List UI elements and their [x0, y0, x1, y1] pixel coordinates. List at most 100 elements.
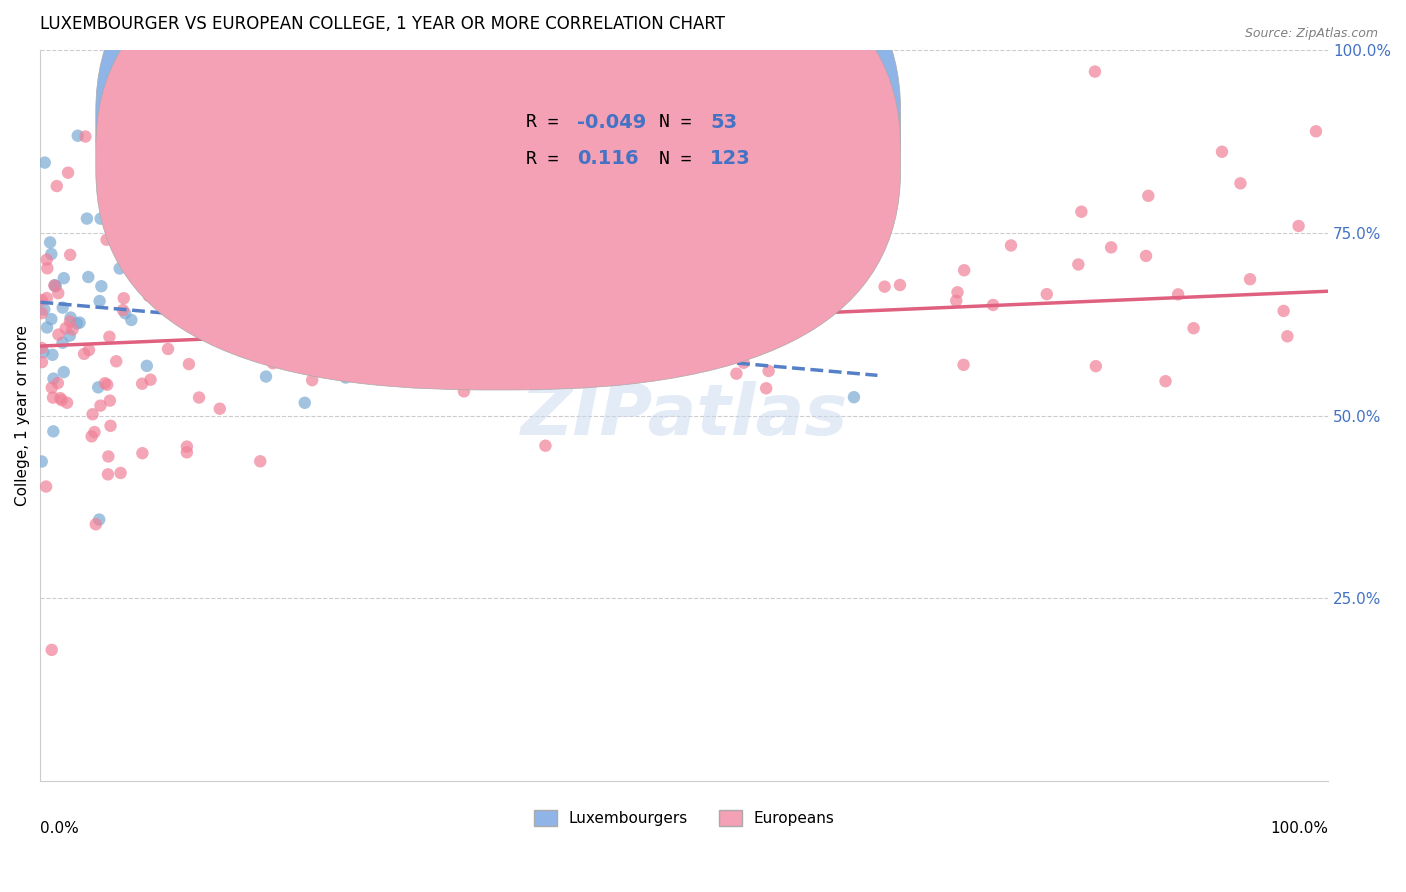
Point: [489, 254, 512, 268]
Point: [31, 355, 53, 369]
Point: [52, 335, 75, 350]
Point: [46, 286, 69, 301]
Point: [946, 285, 969, 300]
Point: [150, 217, 173, 231]
Point: [249, 454, 271, 468]
Point: [73, 347, 96, 361]
Point: [41, 247, 63, 261]
Text: 0.116: 0.116: [578, 149, 638, 169]
Text: N =: N =: [658, 150, 692, 168]
Point: [51, 393, 73, 408]
Point: [98, 393, 121, 408]
Point: [84, 517, 107, 532]
Point: [42, 425, 65, 439]
Point: [145, 159, 167, 173]
Point: [87, 380, 110, 394]
Point: [97, 450, 120, 464]
Point: [104, 199, 127, 213]
Point: [224, 173, 246, 187]
Text: 100.0%: 100.0%: [1270, 821, 1329, 836]
Point: [221, 161, 243, 176]
Point: [725, 367, 748, 381]
Point: [1239, 272, 1261, 286]
Point: [41, 348, 63, 362]
Point: [114, 306, 136, 320]
Point: [1084, 359, 1107, 373]
Point: [42, 371, 65, 385]
Text: 0.0%: 0.0%: [41, 821, 79, 836]
Point: [48, 327, 70, 342]
Point: [553, 314, 575, 328]
Point: [83, 425, 105, 439]
Point: [728, 223, 751, 237]
Point: [755, 381, 778, 395]
Point: [792, 179, 814, 194]
Point: [744, 288, 766, 302]
Point: [945, 293, 967, 308]
Point: [80, 429, 103, 443]
Point: [301, 373, 323, 387]
Point: [873, 279, 896, 293]
Point: [1000, 238, 1022, 252]
Point: [335, 370, 357, 384]
Point: [1288, 219, 1310, 233]
Point: [1035, 287, 1057, 301]
Point: [41, 312, 63, 326]
Point: [111, 303, 134, 318]
Point: [69, 316, 91, 330]
Point: [236, 320, 259, 334]
Legend: Luxembourgers, Europeans: Luxembourgers, Europeans: [527, 804, 841, 832]
Point: [32, 302, 55, 317]
Text: Source: ZipAtlas.com: Source: ZipAtlas.com: [1244, 27, 1378, 40]
Text: R =: R =: [526, 150, 558, 168]
Point: [170, 238, 193, 252]
Point: [1067, 257, 1090, 271]
Point: [198, 243, 221, 257]
Point: [1135, 249, 1157, 263]
Point: [820, 262, 842, 277]
Point: [34, 155, 56, 169]
Point: [477, 295, 499, 310]
Point: [176, 440, 198, 454]
Point: [801, 313, 824, 327]
Point: [817, 259, 839, 273]
Point: [1070, 204, 1092, 219]
Text: LUXEMBOURGER VS EUROPEAN COLLEGE, 1 YEAR OR MORE CORRELATION CHART: LUXEMBOURGER VS EUROPEAN COLLEGE, 1 YEAR…: [41, 15, 725, 33]
Point: [41, 643, 63, 657]
Point: [46, 376, 69, 390]
Point: [35, 320, 58, 334]
Point: [56, 166, 79, 180]
Point: [82, 407, 104, 421]
Y-axis label: College, 1 year or more: College, 1 year or more: [15, 325, 30, 506]
Point: [173, 262, 195, 277]
Point: [76, 211, 98, 226]
Point: [952, 358, 974, 372]
Point: [159, 243, 181, 257]
Point: [177, 205, 200, 219]
Point: [228, 288, 250, 302]
Point: [357, 284, 380, 298]
Point: [45, 179, 67, 194]
Point: [157, 342, 180, 356]
Point: [481, 183, 503, 197]
Point: [66, 128, 89, 143]
Point: [1305, 124, 1327, 138]
Point: [75, 129, 97, 144]
Point: [1137, 189, 1160, 203]
Point: [35, 291, 58, 305]
Point: [188, 207, 211, 221]
Point: [97, 467, 120, 482]
Point: [246, 164, 269, 178]
Point: [208, 401, 231, 416]
Point: [212, 244, 235, 259]
Point: [44, 278, 66, 293]
Point: [59, 310, 82, 325]
Point: [1154, 374, 1177, 388]
Point: [254, 369, 277, 384]
Point: [707, 230, 730, 244]
Text: N =: N =: [658, 113, 692, 131]
Point: [105, 354, 128, 368]
Point: [77, 343, 100, 357]
Point: [176, 445, 198, 459]
Point: [454, 248, 477, 262]
